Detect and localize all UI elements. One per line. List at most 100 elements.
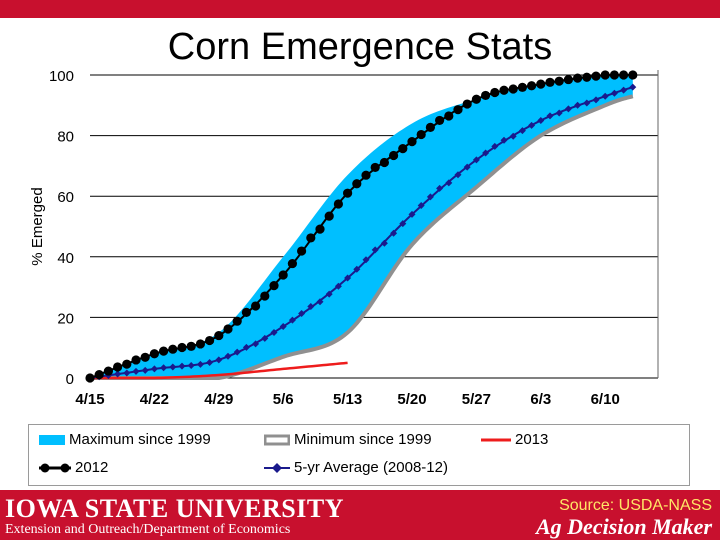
marker-2012	[628, 70, 638, 80]
marker-2012	[591, 71, 601, 81]
marker-2012	[508, 84, 518, 94]
marker-2012	[545, 77, 555, 87]
source-text: Source: USDA-NASS	[559, 497, 712, 514]
marker-5yr-average	[270, 329, 278, 337]
marker-2012	[619, 70, 629, 80]
marker-2012	[103, 366, 113, 376]
marker-5yr-average	[528, 121, 536, 129]
legend-item-5yr-average: 5-yr Average (2008-12)	[264, 459, 448, 476]
x-tick-label-5-20: 5/20	[397, 391, 426, 408]
brand-text: Ag Decision Maker	[536, 514, 712, 539]
marker-5yr-average	[546, 112, 554, 120]
marker-2012	[398, 144, 408, 154]
legend-item-minimum: Minimum since 1999	[264, 431, 432, 448]
marker-2012	[149, 349, 159, 359]
marker-2012	[444, 111, 454, 121]
marker-2012	[536, 79, 546, 89]
marker-2012	[527, 81, 537, 91]
marker-2012	[251, 301, 261, 311]
marker-2012	[333, 199, 343, 209]
marker-2012	[223, 324, 233, 334]
legend-item-2012: 2012	[39, 459, 108, 476]
marker-5yr-average	[390, 229, 398, 237]
marker-2012	[140, 352, 150, 362]
marker-5yr-average	[252, 340, 260, 348]
marker-5yr-average	[178, 362, 186, 370]
marker-2012	[85, 373, 95, 383]
marker-2012	[389, 150, 399, 161]
marker-2012	[481, 90, 491, 101]
marker-5yr-average	[150, 365, 158, 373]
marker-5yr-average	[537, 116, 545, 124]
legend-swatch-2012	[39, 463, 71, 472]
marker-2012	[490, 87, 500, 98]
marker-2012	[122, 359, 132, 369]
marker-2012	[287, 258, 297, 269]
marker-2012	[324, 211, 334, 221]
marker-2012	[232, 316, 242, 326]
y-tick-label-60: 60	[57, 189, 74, 206]
marker-5yr-average	[316, 298, 324, 306]
marker-2012	[379, 157, 389, 168]
marker-5yr-average	[334, 282, 342, 290]
legend-label-minimum: Minimum since 1999	[294, 431, 432, 448]
band-maximum-since-1999	[90, 75, 633, 378]
marker-2012	[205, 335, 215, 346]
marker-5yr-average	[114, 370, 122, 378]
marker-5yr-average	[132, 367, 140, 375]
marker-5yr-average	[141, 366, 149, 374]
marker-2012	[499, 85, 509, 95]
marker-2012	[343, 188, 353, 198]
marker-2012	[159, 346, 169, 356]
marker-5yr-average	[408, 210, 416, 218]
marker-5yr-average	[426, 193, 434, 201]
marker-5yr-average	[472, 156, 480, 164]
marker-2012	[177, 342, 187, 353]
marker-5yr-average	[436, 184, 444, 192]
legend-swatch-minimum	[264, 434, 290, 445]
marker-5yr-average	[224, 352, 232, 360]
marker-5yr-average	[298, 310, 306, 318]
marker-2012	[425, 122, 435, 133]
marker-2012	[195, 339, 205, 349]
marker-5yr-average	[620, 86, 628, 94]
marker-2012	[435, 115, 445, 126]
marker-2012	[517, 82, 528, 92]
marker-5yr-average	[583, 99, 591, 107]
marker-2012	[582, 72, 592, 82]
marker-2012	[297, 246, 307, 256]
marker-2012	[131, 355, 141, 365]
marker-5yr-average	[187, 362, 195, 370]
legend-item-maximum: Maximum since 1999	[39, 431, 211, 448]
marker-5yr-average	[353, 265, 361, 273]
marker-2012	[370, 162, 380, 173]
marker-2012	[186, 341, 196, 351]
y-tick-label-40: 40	[57, 250, 74, 267]
emergence-chart: 0 20 40 60 80 100 4/15 4/22 4/29 5/6 5/13 5/20 5/27 6…	[29, 68, 659, 408]
legend-label-maximum: Maximum since 1999	[69, 431, 211, 448]
x-tick-label-4-22: 4/22	[140, 391, 169, 408]
marker-5yr-average	[601, 92, 609, 100]
marker-2012	[361, 170, 371, 180]
chart-title: Corn Emergence Stats	[167, 26, 553, 68]
marker-2012	[269, 281, 279, 291]
x-tick-label-5-6: 5/6	[273, 391, 294, 408]
marker-2012	[94, 370, 104, 380]
marker-5yr-average	[362, 256, 370, 264]
marker-2012	[573, 73, 583, 83]
marker-2012	[563, 74, 574, 85]
marker-2012	[278, 270, 288, 280]
marker-5yr-average	[371, 246, 379, 254]
marker-2012	[600, 70, 610, 80]
marker-5yr-average	[417, 202, 425, 210]
marker-2012	[407, 137, 417, 147]
marker-5yr-average	[482, 149, 490, 157]
marker-2012	[352, 179, 362, 189]
legend-swatch-5yr-average	[264, 462, 290, 473]
marker-5yr-average	[169, 363, 177, 371]
legend-item-2013: 2013	[481, 431, 548, 448]
chart-legend: Maximum since 1999 Minimum since 1999 20…	[28, 424, 690, 486]
marker-5yr-average	[574, 101, 582, 109]
marker-5yr-average	[564, 105, 572, 113]
y-axis-label: % Emerged	[29, 187, 46, 265]
